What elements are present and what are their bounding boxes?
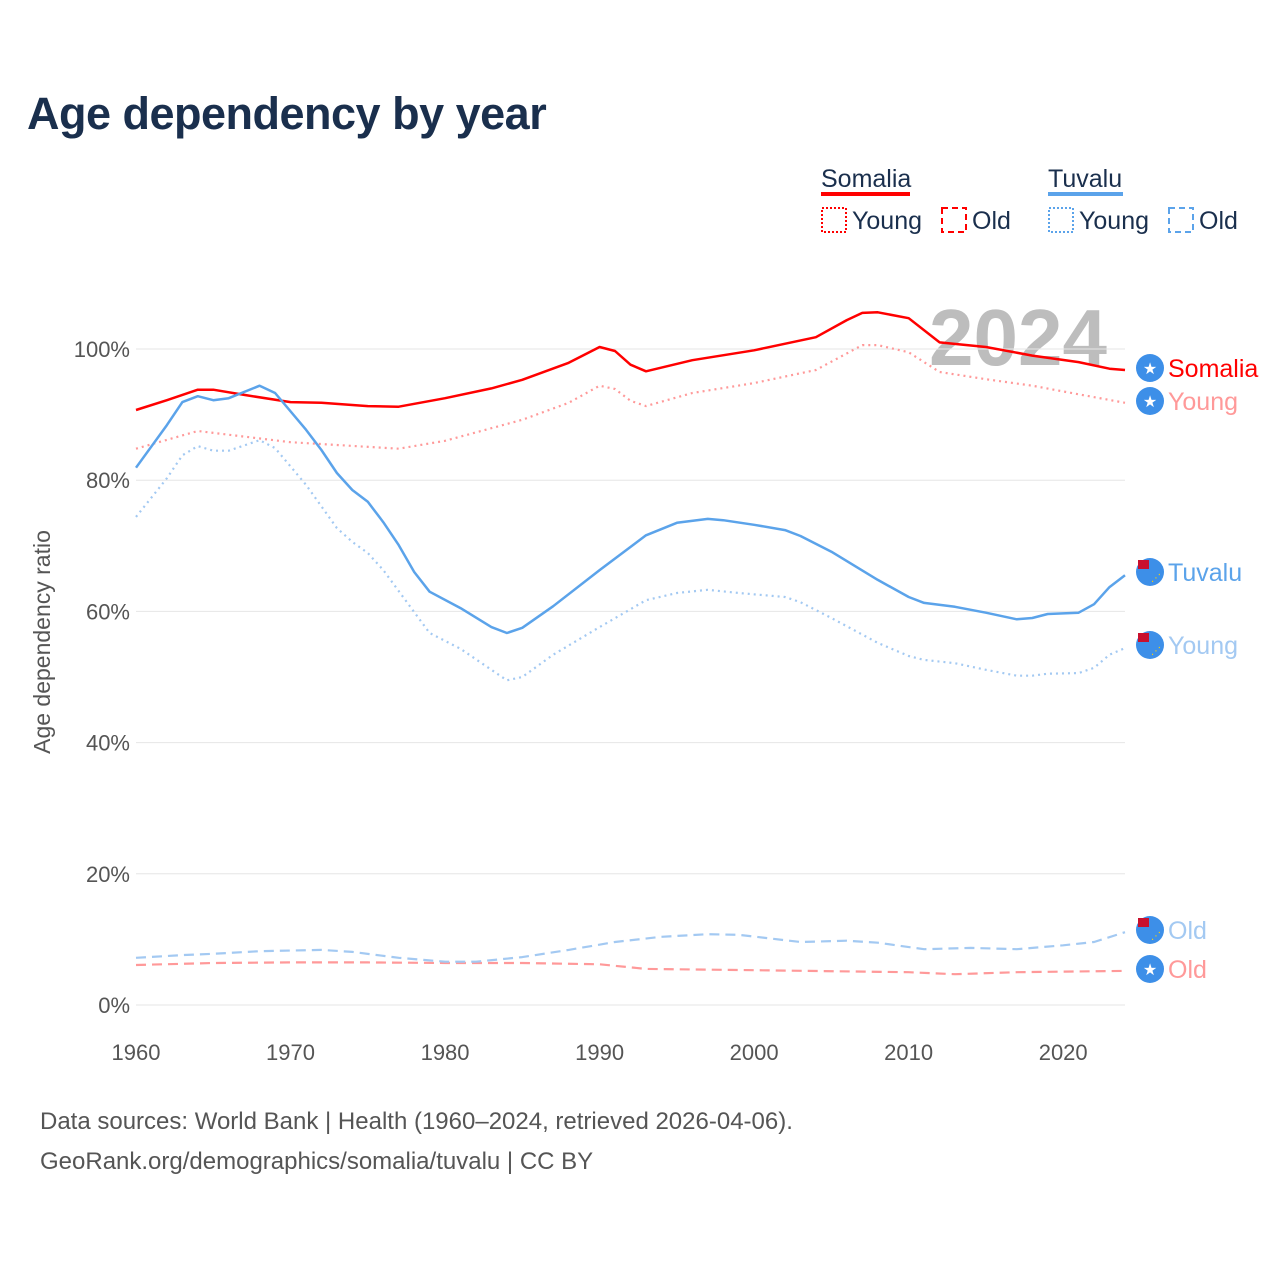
y-tick-label: 20% [86, 862, 130, 887]
legend-country: Tuvalu [1048, 165, 1122, 193]
x-tick-label: 2020 [1039, 1040, 1088, 1065]
legend-country-swatch [1048, 192, 1123, 196]
dotted-swatch-icon [1048, 207, 1074, 233]
x-tick-label: 1970 [266, 1040, 315, 1065]
dashed-swatch-icon [1168, 207, 1194, 233]
x-tick-label: 1990 [575, 1040, 624, 1065]
somalia-flag-icon [1136, 354, 1164, 382]
end-label: Old [1168, 917, 1207, 945]
legend-item-old: Old [972, 207, 1011, 235]
end-label: Young [1168, 632, 1238, 660]
end-label: Young [1168, 388, 1238, 416]
legend-item-old: Old [1199, 207, 1238, 235]
end-label: Tuvalu [1168, 559, 1242, 587]
y-axis-label: Age dependency ratio [29, 530, 55, 754]
somalia-flag-icon [1136, 387, 1164, 415]
legend-country-swatch [821, 192, 910, 196]
y-tick-label: 100% [74, 337, 130, 362]
legend-country: Somalia [821, 165, 911, 193]
end-label: Old [1168, 956, 1207, 984]
dotted-swatch-icon [821, 207, 847, 233]
x-tick-label: 1980 [421, 1040, 470, 1065]
legend-item-young: Young [852, 207, 922, 235]
year-watermark: 2024 [929, 293, 1107, 382]
flag-stars: ⋰ [1151, 931, 1161, 942]
star-icon: ★ [1143, 962, 1157, 979]
end-label: Somalia [1168, 355, 1258, 383]
star-icon: ★ [1143, 361, 1157, 378]
source-url: GeoRank.org/demographics/somalia/tuvalu … [40, 1148, 594, 1175]
flag-stars: ⋰ [1151, 573, 1161, 584]
flag-canton [1138, 560, 1149, 569]
y-tick-label: 0% [98, 993, 130, 1018]
series-line-tuvalu-old [135, 931, 1126, 963]
somalia-flag-icon [1136, 955, 1164, 983]
series-line-somalia-young [135, 344, 1126, 450]
source-line: Data sources: World Bank | Health (1960–… [40, 1108, 793, 1135]
flag-canton [1138, 918, 1149, 927]
dashed-swatch-icon [941, 207, 967, 233]
series-line-tuvalu [134, 384, 1126, 635]
chart-title: Age dependency by year [27, 88, 547, 139]
x-tick-label: 2010 [884, 1040, 933, 1065]
star-icon: ★ [1143, 394, 1157, 411]
flag-canton [1138, 633, 1149, 642]
y-tick-label: 60% [86, 599, 130, 624]
series-line-somalia-old [135, 961, 1126, 976]
series-line-tuvalu-young [135, 439, 1126, 682]
flag-stars: ⋰ [1151, 646, 1161, 657]
legend-item-young: Young [1079, 207, 1149, 235]
x-tick-label: 1960 [112, 1040, 161, 1065]
y-tick-label: 40% [86, 731, 130, 756]
x-tick-label: 2000 [730, 1040, 779, 1065]
y-tick-label: 80% [86, 468, 130, 493]
